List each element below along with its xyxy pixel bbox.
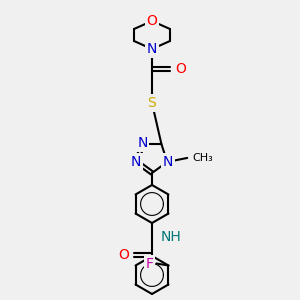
Text: O: O [147, 14, 158, 28]
Text: N: N [137, 136, 148, 150]
Text: O: O [118, 248, 129, 262]
Text: CH₃: CH₃ [192, 153, 213, 163]
Text: N: N [130, 155, 141, 169]
Text: N: N [163, 155, 173, 169]
Text: O: O [175, 62, 186, 76]
Text: N: N [147, 42, 157, 56]
Text: NH: NH [161, 230, 182, 244]
Text: F: F [146, 256, 154, 271]
Text: S: S [148, 96, 156, 110]
